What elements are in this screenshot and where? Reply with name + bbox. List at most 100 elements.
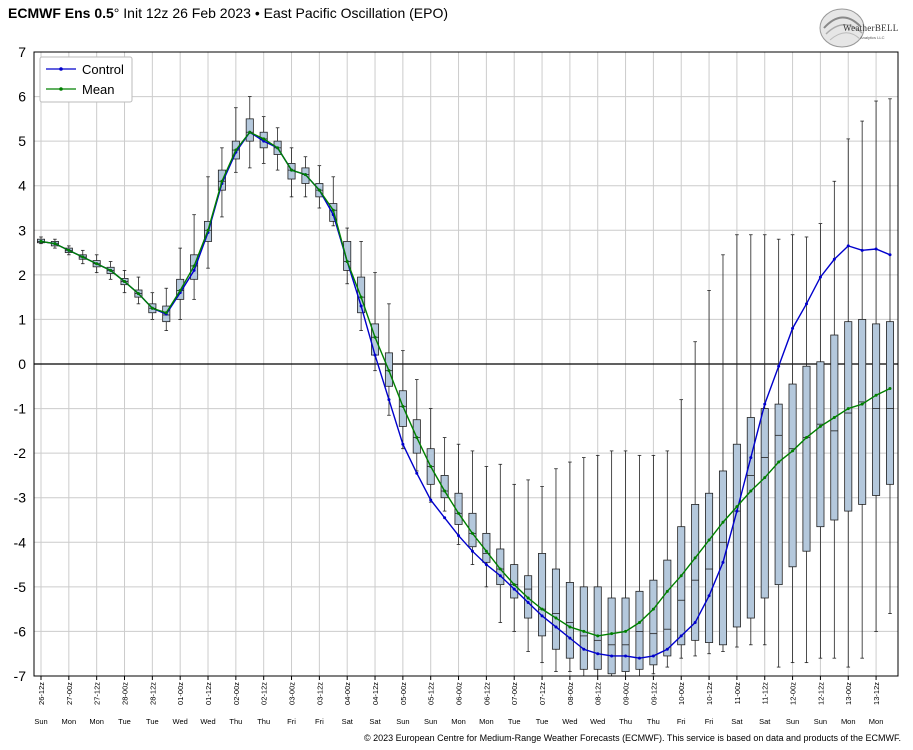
x-day-label: Fri [287,717,296,726]
series-point-mean [95,262,99,266]
x-day-label: Thu [257,717,270,726]
series-point-mean [150,306,154,310]
legend-box [39,56,133,103]
series-point-control [596,652,600,656]
series-point-mean [178,288,182,292]
y-axis-ticks: 7 6 5 4 3 2 1 0 -1 -2 -3 -4 -5 -6 -7 [14,44,27,684]
series-point-control [651,654,655,658]
series-point-mean [109,268,113,272]
x-tick-label: 10-12z [705,682,714,705]
box-iqr [677,526,686,646]
series-point-control [637,656,641,660]
series-line-control [40,131,891,659]
x-day-label: Mon [841,717,856,726]
box-iqr [830,334,839,521]
box-iqr [593,586,602,670]
box-iqr [440,475,449,499]
y-tick-label: -7 [14,668,27,684]
series-point-control [484,563,488,567]
plot-frame [33,51,899,677]
series-point-mean [582,629,586,633]
box-iqr [579,586,588,670]
series-point-mean [637,621,641,625]
series-point-mean [373,335,377,339]
x-tick-label: 11-12z [761,682,770,705]
series-point-control [526,600,530,604]
x-tick-label: 05-12z [427,682,436,705]
series-point-mean [651,607,655,611]
series-point-mean [53,242,57,246]
x-day-label: Wed [562,717,577,726]
y-tick-label: 2 [18,267,26,283]
series-lines [39,130,892,660]
series-point-mean [415,436,419,440]
series-point-mean [568,625,572,629]
y-tick-label: 4 [18,178,26,194]
series-point-mean [888,387,892,391]
series-point-mean [777,460,781,464]
series-point-control [624,654,628,658]
box-iqr [816,361,825,528]
series-point-mean [749,489,753,493]
box-iqr [788,383,797,568]
box-iqr [565,582,574,659]
x-day-label: Wed [200,717,215,726]
series-point-control [791,326,795,330]
series-point-control [387,398,391,402]
x-day-label: Sat [731,717,743,726]
series-point-control [818,275,822,279]
series-point-mean [123,280,127,284]
x-day-label: Tue [146,717,159,726]
series-point-control [429,498,433,502]
series-point-mean [624,629,628,633]
box-iqr [482,532,491,563]
series-point-mean [429,465,433,469]
x-day-label: Fri [677,717,686,726]
series-point-mean [874,393,878,397]
series-point-mean [721,520,725,524]
chart-title: ECMWF Ens 0.5° Init 12z 26 Feb 2023 • Ea… [8,5,448,21]
series-point-mean [81,255,85,259]
legend-control-marker [59,67,63,71]
series-point-mean [832,415,836,419]
y-tick-label: 7 [18,44,26,60]
series-point-control [874,247,878,251]
logo-tagline: Analytics LLC [860,35,885,40]
x-tick-label: 28-00z [121,682,130,705]
weatherbell-logo: WeatherBELL Analytics LLC [814,6,906,50]
series-point-control [804,302,808,306]
box-iqr [746,417,755,619]
y-tick-label: 6 [18,89,26,105]
x-tick-label: 03-12z [315,682,324,705]
x-tick-label: 12-12z [816,682,825,705]
y-tick-label: -6 [14,623,27,639]
box-iqr [802,365,811,552]
series-point-mean [818,424,822,428]
y-tick-label: -2 [14,445,27,461]
logo-name: WeatherBELL [843,23,899,33]
x-tick-label: 11-00z [733,682,742,705]
series-point-mean [457,511,461,515]
series-point-mean [164,311,168,315]
box-iqr [760,408,769,599]
legend-mean-label: Mean [82,82,115,97]
series-point-control [415,471,419,475]
series-point-control [498,574,502,578]
box-iqr [398,390,407,427]
x-day-label: Fri [705,717,714,726]
box-iqr [607,597,616,675]
series-point-mean [791,449,795,453]
series-point-control [470,549,474,553]
series-point-mean [39,239,43,243]
series-point-control [763,402,767,406]
x-tick-label: 09-00z [622,682,631,705]
series-point-control [679,634,683,638]
series-point-control [860,248,864,252]
y-tick-label: -5 [14,579,27,595]
box-iqr [343,241,352,271]
series-point-control [888,253,892,257]
box-iqr [496,548,505,586]
box-iqr [663,559,672,657]
series-point-control [457,534,461,538]
series-point-mean [707,538,711,542]
